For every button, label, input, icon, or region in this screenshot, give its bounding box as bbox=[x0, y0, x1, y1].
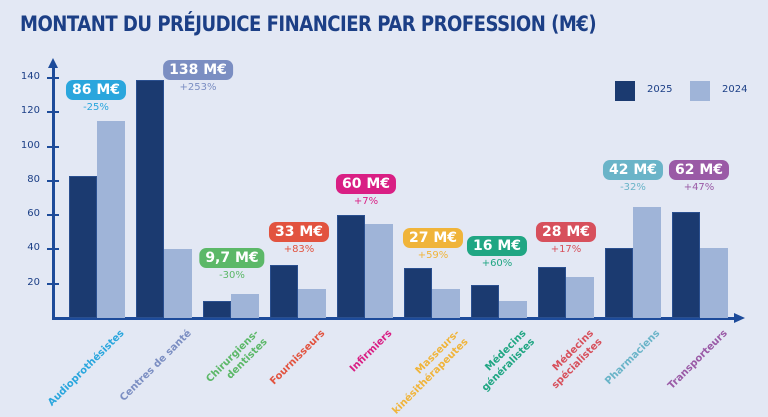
change-percent: +59% bbox=[417, 250, 449, 261]
label-line-1: Masseurs- bbox=[413, 328, 462, 377]
chart-title: MONTANT DU PRÉJUDICE FINANCIER PAR PROFE… bbox=[20, 12, 597, 36]
x-category-label: Pharmaciens bbox=[604, 328, 664, 388]
amount-badge: 62 M€ bbox=[668, 160, 730, 180]
change-percent: +7% bbox=[353, 196, 379, 207]
label-line-1: Centres de santé bbox=[118, 328, 194, 404]
y-tick bbox=[47, 248, 59, 251]
amount-badge: 9,7 M€ bbox=[199, 248, 265, 268]
y-tick bbox=[47, 145, 59, 148]
amount-badge: 27 M€ bbox=[402, 228, 464, 248]
bar-2024 bbox=[700, 247, 728, 318]
x-category-label: Chirurgiens-dentistes bbox=[204, 328, 270, 394]
change-percent: +17% bbox=[550, 244, 582, 255]
x-category-label: Fournisseurs bbox=[269, 328, 329, 388]
bar-2025 bbox=[270, 264, 298, 318]
y-tick-label: 100 bbox=[20, 139, 40, 151]
bar-2024 bbox=[164, 249, 192, 318]
change-percent: +253% bbox=[179, 82, 217, 93]
bar-2025 bbox=[69, 175, 97, 318]
x-category-label: Infirmiers bbox=[348, 328, 395, 375]
change-percent: -25% bbox=[83, 102, 109, 113]
x-category-label: Masseurs-kinésithérapeutes bbox=[382, 328, 471, 417]
x-category-label: Médecins spécialistes bbox=[541, 328, 605, 392]
y-tick-label: 60 bbox=[27, 208, 40, 220]
x-axis bbox=[52, 317, 736, 320]
y-tick-label: 20 bbox=[27, 276, 40, 288]
bar-2025 bbox=[471, 285, 499, 318]
change-percent: +47% bbox=[683, 182, 715, 193]
y-axis-arrow-icon bbox=[48, 58, 58, 68]
bar-2025 bbox=[605, 247, 633, 318]
y-tick-label: 120 bbox=[20, 105, 40, 117]
bar-2024 bbox=[432, 288, 460, 318]
y-axis bbox=[52, 66, 55, 320]
bar-2024 bbox=[365, 223, 393, 318]
y-tick bbox=[47, 214, 59, 217]
label-line-1: Infirmiers bbox=[348, 328, 395, 375]
x-category-label: Audioprothésistes bbox=[46, 328, 127, 409]
x-category-label: Transporteurs bbox=[666, 328, 730, 392]
y-tick-label: 80 bbox=[27, 173, 40, 185]
label-line-2: kinésithérapeutes bbox=[390, 336, 471, 417]
bar-2025 bbox=[136, 79, 164, 318]
bar-2024 bbox=[633, 206, 661, 318]
x-axis-arrow-icon bbox=[734, 313, 745, 323]
bar-2024 bbox=[97, 120, 125, 318]
label-line-1: Fournisseurs bbox=[268, 328, 328, 388]
amount-badge: 60 M€ bbox=[335, 174, 397, 194]
legend-label-2025: 2025 bbox=[647, 84, 673, 95]
y-tick bbox=[47, 111, 59, 114]
y-tick-label: 40 bbox=[27, 242, 40, 254]
legend-swatch-2025 bbox=[615, 81, 635, 101]
change-percent: -32% bbox=[620, 182, 646, 193]
y-tick-label: 140 bbox=[20, 71, 40, 82]
amount-badge: 33 M€ bbox=[268, 222, 330, 242]
bar-2025 bbox=[404, 268, 432, 318]
bar-2025 bbox=[337, 215, 365, 318]
label-line-1: Pharmaciens bbox=[603, 328, 663, 388]
bar-2024 bbox=[566, 276, 594, 318]
label-line-1: Audioprothésistes bbox=[46, 328, 127, 409]
legend-swatch-2024 bbox=[690, 81, 710, 101]
label-line-1: Transporteurs bbox=[666, 328, 730, 392]
bar-2025 bbox=[672, 211, 700, 318]
change-percent: +83% bbox=[283, 244, 315, 255]
x-category-label: Centres de santé bbox=[118, 328, 194, 404]
amount-badge: 42 M€ bbox=[602, 160, 664, 180]
change-percent: +60% bbox=[481, 258, 513, 269]
amount-badge: 86 M€ bbox=[65, 80, 127, 100]
legend-label-2024: 2024 bbox=[722, 84, 748, 95]
bar-2024 bbox=[231, 294, 259, 318]
amount-badge: 16 M€ bbox=[466, 236, 528, 256]
amount-badge: 138 M€ bbox=[163, 60, 233, 80]
bar-2025 bbox=[538, 266, 566, 318]
y-tick bbox=[47, 179, 59, 182]
x-category-label: Médecins généralistes bbox=[472, 328, 538, 394]
bar-2024 bbox=[298, 288, 326, 318]
amount-badge: 28 M€ bbox=[535, 222, 597, 242]
y-tick bbox=[47, 282, 59, 285]
bar-2024 bbox=[499, 300, 527, 318]
y-tick bbox=[47, 77, 59, 79]
change-percent: -30% bbox=[219, 270, 245, 281]
bar-2025 bbox=[203, 300, 231, 318]
